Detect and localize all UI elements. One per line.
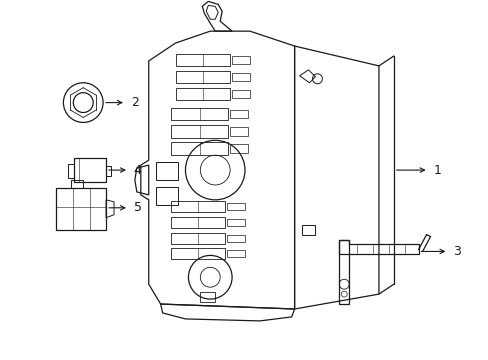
Bar: [175, 88, 230, 100]
Bar: [230, 127, 247, 136]
Text: 4: 4: [134, 163, 142, 176]
Text: 3: 3: [452, 245, 460, 258]
Text: 2: 2: [131, 96, 139, 109]
Bar: [230, 144, 247, 153]
Bar: [68, 164, 74, 178]
Bar: [170, 201, 224, 212]
Bar: [170, 217, 224, 228]
Bar: [170, 142, 228, 155]
Bar: [175, 71, 230, 83]
Bar: [74, 158, 106, 182]
Text: 5: 5: [134, 201, 142, 214]
Bar: [170, 233, 224, 243]
Bar: [106, 166, 111, 176]
Bar: [232, 73, 249, 81]
Bar: [226, 219, 244, 226]
Bar: [226, 203, 244, 210]
Bar: [155, 162, 177, 180]
Bar: [155, 187, 177, 205]
Bar: [175, 54, 230, 66]
Bar: [232, 56, 249, 64]
Bar: [232, 90, 249, 98]
Bar: [226, 235, 244, 242]
Bar: [71, 180, 83, 188]
Bar: [226, 251, 244, 257]
Bar: [301, 225, 315, 235]
Text: 1: 1: [433, 163, 441, 176]
Bar: [230, 109, 247, 118]
Bar: [56, 188, 106, 230]
Bar: [200, 292, 215, 302]
Bar: [170, 108, 228, 121]
Bar: [170, 125, 228, 138]
Bar: [170, 248, 224, 260]
